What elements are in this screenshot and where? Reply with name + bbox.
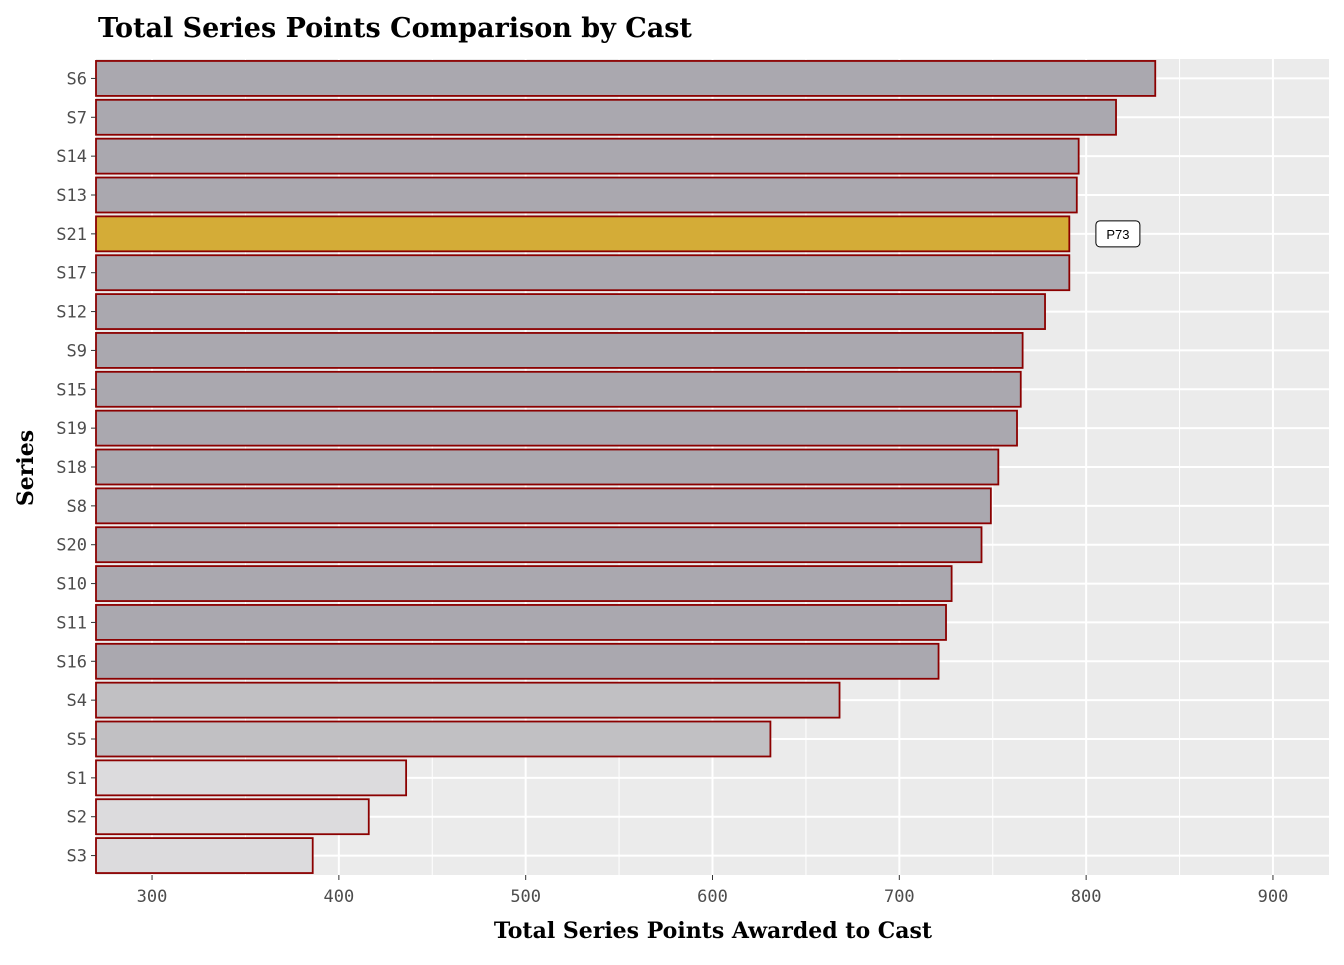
y-tick-label: S17 (56, 264, 87, 284)
x-axis-title: Total Series Points Awarded to Cast (494, 918, 933, 944)
x-tick-label: 900 (1258, 887, 1289, 907)
annotation-text: P73 (1106, 227, 1129, 242)
bar-s7 (95, 98, 1117, 136)
bar-s12 (95, 293, 1046, 330)
y-tick-label: S5 (67, 730, 87, 750)
bar-s16 (95, 642, 940, 680)
y-tick-label: S13 (56, 186, 87, 206)
bar-layer (95, 60, 1157, 874)
y-tick-label: S8 (67, 497, 87, 517)
bar-s10 (95, 565, 953, 602)
annotation-label: P73 (1095, 220, 1141, 248)
bar-s14 (95, 137, 1080, 175)
y-tick-label: S1 (67, 769, 87, 789)
y-tick-label: S3 (67, 847, 87, 867)
x-axis: 300 400 500 600 700 800 900 (137, 875, 1289, 907)
y-tick-label: S11 (56, 613, 87, 633)
bar-s20 (95, 526, 983, 564)
x-tick-label: 800 (1071, 887, 1102, 907)
y-tick-label: S12 (56, 303, 87, 323)
bar-s5 (95, 720, 772, 758)
y-tick-label: S20 (56, 536, 87, 556)
x-tick-label: 600 (697, 887, 728, 907)
x-tick-label: 400 (324, 887, 355, 907)
bar-s19 (95, 409, 1018, 447)
annotation-layer: P73 (1095, 220, 1141, 248)
y-tick-label: S9 (67, 341, 87, 361)
bar-s1 (95, 759, 408, 797)
bar-s3 (95, 837, 314, 874)
bar-s11 (95, 604, 947, 641)
chart-title: Total Series Points Comparison by Cast (98, 13, 692, 44)
y-tick-label: S18 (56, 458, 87, 478)
y-tick-label: S19 (56, 419, 87, 439)
y-axis: S6 S7 S14 S13 S21 S17 S12 S9 S15 S19 S18 S8 S20 S10 S1… (56, 69, 96, 867)
y-tick-label: S15 (56, 380, 87, 400)
y-axis-title: Series (13, 430, 39, 506)
y-tick-label: S21 (56, 225, 87, 245)
bar-s13 (95, 176, 1078, 214)
x-tick-label: 300 (137, 887, 168, 907)
bar-s2 (95, 798, 370, 836)
y-tick-label: S7 (67, 108, 87, 128)
bar-s6 (95, 60, 1157, 97)
y-tick-label: S10 (56, 575, 87, 595)
bar-s4 (95, 681, 841, 719)
bar-s9 (95, 332, 1024, 369)
bar-s17 (95, 254, 1071, 292)
bar-s21 (95, 215, 1071, 253)
y-tick-label: S2 (67, 808, 87, 828)
y-tick-label: S14 (56, 147, 87, 167)
bar-s18 (95, 448, 1000, 486)
y-tick-label: S4 (67, 691, 87, 711)
y-tick-label: S16 (56, 652, 87, 672)
x-tick-label: 500 (510, 887, 541, 907)
y-tick-label: S6 (67, 69, 87, 89)
annotation-box (1095, 220, 1141, 248)
bar-s8 (95, 487, 992, 525)
bar-s15 (95, 370, 1022, 408)
x-tick-label: 700 (884, 887, 915, 907)
